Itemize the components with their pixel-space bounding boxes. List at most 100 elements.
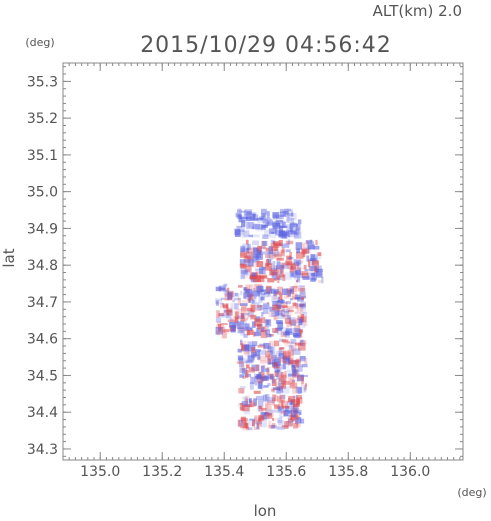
heatmap-cell xyxy=(240,290,243,296)
heatmap-cell xyxy=(292,327,301,336)
heatmap-cell xyxy=(275,320,283,324)
heatmap-cell xyxy=(227,319,236,322)
heatmap-cell xyxy=(283,381,290,385)
heatmap-cell xyxy=(248,252,256,256)
heatmap-cell xyxy=(296,260,304,264)
heatmap-cell xyxy=(289,382,298,389)
heatmap-cell xyxy=(294,361,299,365)
heatmap-cell xyxy=(248,367,255,373)
heatmap-cell xyxy=(239,367,246,374)
heatmap-cell xyxy=(259,377,264,382)
heatmap-cell xyxy=(279,225,288,228)
heatmap-cell xyxy=(300,295,307,298)
heatmap-cell xyxy=(277,420,284,426)
heatmap-cell xyxy=(255,364,260,372)
heatmap-cell xyxy=(261,376,268,381)
heatmap-cell xyxy=(267,252,274,260)
heatmap-cell xyxy=(273,241,280,248)
heatmap-cell xyxy=(246,247,250,254)
heatmap-cell xyxy=(247,243,251,250)
heatmap-cell xyxy=(294,283,298,288)
heatmap-cell xyxy=(220,323,228,326)
heatmap-cell xyxy=(244,292,252,300)
heatmap-cell xyxy=(310,273,316,276)
heatmap-cell xyxy=(274,254,282,258)
heatmap-cell xyxy=(266,376,273,381)
heatmap-cell xyxy=(271,386,275,393)
heatmap-cell xyxy=(226,287,230,294)
heatmap-cell xyxy=(237,327,245,334)
heatmap-cell xyxy=(303,276,309,280)
heatmap-cell xyxy=(272,359,276,368)
heatmap-cell xyxy=(257,329,262,333)
heatmap-cell xyxy=(299,303,305,307)
heatmap-cell xyxy=(254,332,262,336)
heatmap-cell xyxy=(251,272,257,277)
heatmap-cell xyxy=(243,396,248,403)
heatmap-cell xyxy=(281,262,290,270)
heatmap-cell xyxy=(293,423,299,429)
heatmap-cell xyxy=(277,396,282,403)
heatmap-cell xyxy=(269,232,277,239)
heatmap-cell xyxy=(276,266,284,270)
heatmap-cell xyxy=(278,233,287,238)
heatmap-cell xyxy=(251,364,260,372)
heatmap-cell xyxy=(278,347,284,355)
heatmap-cell xyxy=(246,251,254,259)
heatmap-cell xyxy=(288,373,296,377)
heatmap-cell xyxy=(276,276,281,280)
heatmap-cell xyxy=(285,260,292,266)
heatmap-cell xyxy=(238,285,243,288)
y-unit-label: (deg) xyxy=(25,36,54,49)
heatmap-cell xyxy=(256,275,265,283)
heatmap-cell xyxy=(275,222,281,226)
heatmap-cell xyxy=(238,211,241,215)
heatmap-cell xyxy=(238,215,246,223)
heatmap-cell xyxy=(277,230,286,238)
heatmap-cell xyxy=(239,264,247,268)
heatmap-cell xyxy=(271,376,276,384)
heatmap-cell xyxy=(229,317,233,324)
heatmap-cell xyxy=(240,269,248,275)
heatmap-cell xyxy=(273,246,279,252)
heatmap-cell xyxy=(286,315,291,320)
x-unit-label: (deg) xyxy=(457,486,486,499)
heatmap-cell xyxy=(304,383,308,388)
heatmap-cell xyxy=(252,260,256,263)
heatmap-cell xyxy=(243,351,250,355)
heatmap-cell xyxy=(240,312,245,319)
heatmap-cell xyxy=(302,272,309,279)
heatmap-cell xyxy=(262,373,266,381)
heatmap-cell xyxy=(257,380,263,389)
heatmap-cell xyxy=(251,255,259,261)
heatmap-cell xyxy=(254,375,258,379)
y-tick-label: 34.8 xyxy=(27,258,58,274)
heatmap-cell xyxy=(226,287,230,290)
heatmap-cell xyxy=(252,214,259,222)
heatmap-cell xyxy=(244,344,249,351)
heatmap-cell xyxy=(314,265,322,271)
heatmap-cell xyxy=(298,375,304,380)
heatmap-cell xyxy=(251,350,256,354)
heatmap-cell xyxy=(215,286,221,292)
plot-frame xyxy=(62,62,464,461)
heatmap-cell xyxy=(265,263,273,271)
heatmap-cell xyxy=(286,262,295,266)
heatmap-cell xyxy=(257,399,264,407)
heatmap-cell xyxy=(289,224,294,232)
heatmap-cell xyxy=(295,424,301,428)
heatmap-cell xyxy=(276,257,284,261)
heatmap-cell xyxy=(240,245,245,253)
heatmap-cell xyxy=(274,357,280,360)
heatmap-cell xyxy=(245,360,253,364)
heatmap-cell xyxy=(232,299,235,303)
heatmap-cell xyxy=(258,295,263,303)
heatmap-cell xyxy=(274,340,280,347)
heatmap-cell xyxy=(291,363,300,368)
heatmap-cell xyxy=(261,266,266,275)
heatmap-cell xyxy=(296,412,302,415)
heatmap-cell xyxy=(281,405,290,409)
heatmap-cell xyxy=(283,362,289,369)
heatmap-cell xyxy=(258,356,266,361)
heatmap-cell xyxy=(277,234,283,237)
